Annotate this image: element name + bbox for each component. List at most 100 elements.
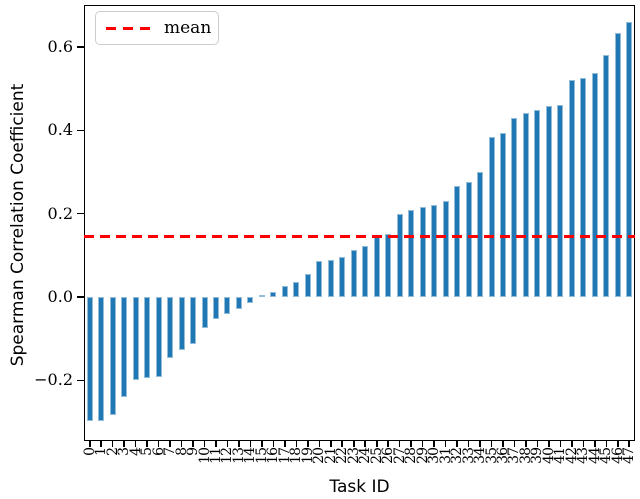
- plot-area: [84, 5, 635, 441]
- bar: [522, 112, 529, 297]
- x-tick-mark: [134, 441, 137, 447]
- x-tick-mark: [88, 441, 91, 447]
- x-tick-mark: [272, 441, 275, 447]
- bar: [408, 209, 415, 297]
- x-tick-mark: [111, 441, 114, 447]
- y-tick-mark: [77, 379, 84, 382]
- y-tick-label: 0.6: [47, 37, 73, 57]
- x-tick-mark: [548, 441, 550, 447]
- x-tick-mark: [559, 441, 562, 447]
- x-tick-mark: [307, 441, 309, 447]
- y-axis-label: Spearman Correlation Coefficient: [8, 83, 28, 367]
- x-tick-mark: [444, 441, 447, 447]
- bar: [350, 249, 357, 297]
- bar: [499, 132, 506, 297]
- x-tick-mark: [146, 441, 148, 447]
- bar: [568, 80, 575, 297]
- bar: [258, 294, 265, 297]
- bar: [201, 297, 208, 328]
- bar: [224, 297, 231, 315]
- bar: [591, 73, 598, 297]
- bar: [534, 109, 541, 297]
- bar: [281, 285, 288, 297]
- bar: [465, 181, 472, 297]
- bar: [132, 297, 139, 380]
- bar: [431, 204, 438, 297]
- bar: [626, 21, 633, 297]
- bar: [316, 261, 323, 297]
- bar: [293, 281, 300, 297]
- bar: [270, 292, 277, 297]
- x-axis-label: Task ID: [329, 477, 390, 497]
- bar: [580, 77, 587, 297]
- bar: [167, 297, 174, 359]
- bar: [155, 297, 162, 378]
- bar: [121, 297, 128, 397]
- y-tick-mark: [77, 296, 84, 298]
- bar: [98, 297, 105, 421]
- x-tick-mark: [192, 441, 194, 447]
- x-tick-mark: [330, 441, 332, 447]
- bar: [511, 118, 518, 297]
- x-tick-mark: [341, 441, 344, 447]
- bar: [396, 214, 403, 297]
- bar: [419, 207, 426, 297]
- x-tick-mark: [490, 441, 493, 447]
- x-tick-mark: [582, 441, 585, 447]
- x-tick-mark: [628, 441, 631, 447]
- bar: [362, 246, 369, 297]
- x-tick-mark: [479, 441, 481, 447]
- bar: [190, 297, 197, 345]
- legend: mean: [95, 11, 219, 45]
- bar: [385, 234, 392, 297]
- x-tick-mark: [605, 441, 608, 447]
- legend-label: mean: [164, 18, 212, 38]
- bar: [178, 297, 185, 350]
- x-tick-mark: [352, 441, 355, 447]
- bar: [373, 236, 380, 297]
- bar: [109, 297, 116, 416]
- x-tick-mark: [284, 441, 286, 447]
- bar: [614, 32, 621, 297]
- x-tick-mark: [123, 441, 125, 447]
- x-tick-mark: [421, 441, 424, 447]
- x-tick-mark: [203, 441, 206, 447]
- x-tick-mark: [318, 441, 321, 447]
- x-tick-mark: [249, 441, 252, 447]
- x-tick-mark: [571, 441, 573, 447]
- y-tick-mark: [77, 46, 84, 48]
- x-tick-mark: [157, 441, 160, 447]
- x-tick-mark: [180, 441, 183, 447]
- bar: [304, 273, 311, 297]
- x-tick-mark: [594, 441, 596, 447]
- y-tick-mark: [77, 129, 84, 132]
- bar: [327, 259, 334, 297]
- x-tick-mark: [238, 441, 240, 447]
- x-tick-mark: [169, 441, 171, 447]
- mean-line: [84, 234, 635, 238]
- bar: [488, 136, 495, 297]
- x-tick-mark: [226, 441, 229, 447]
- bar: [144, 297, 151, 379]
- bar: [247, 297, 254, 304]
- x-tick-mark: [502, 441, 504, 447]
- x-tick-mark: [433, 441, 435, 447]
- y-tick-label: 0.2: [47, 203, 73, 223]
- x-tick-mark: [261, 441, 263, 447]
- x-tick-mark: [410, 441, 412, 447]
- bar: [603, 54, 610, 297]
- x-tick-label: 47: [621, 448, 638, 464]
- x-tick-mark: [525, 441, 527, 447]
- bar: [339, 256, 346, 297]
- bar: [86, 297, 93, 422]
- bar: [235, 297, 242, 310]
- x-tick-mark: [295, 441, 298, 447]
- x-tick-mark: [375, 441, 378, 447]
- legend-dashed-line-icon: [106, 26, 150, 30]
- bar: [213, 297, 219, 320]
- x-tick-mark: [100, 441, 102, 447]
- x-tick-mark: [215, 441, 217, 447]
- x-tick-mark: [456, 441, 458, 447]
- x-tick-mark: [616, 441, 619, 447]
- x-tick-mark: [467, 441, 470, 447]
